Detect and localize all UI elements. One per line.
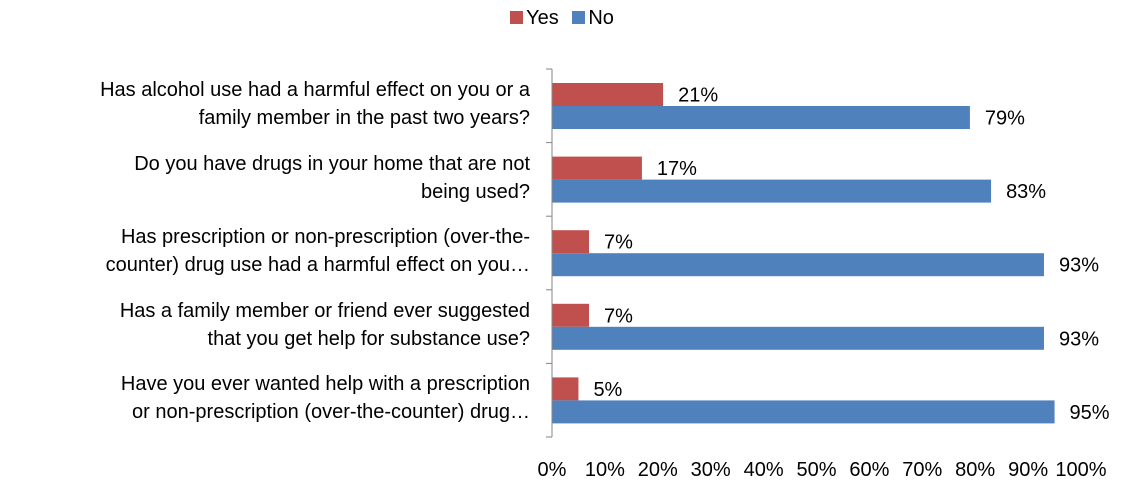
x-tick-label-9: 90%	[1008, 459, 1048, 481]
legend-item-no: No	[572, 5, 614, 31]
category-label-line: Has alcohol use had a harmful effect on …	[100, 79, 530, 101]
category-label-1: Do you have drugs in your home that are …	[0, 150, 530, 206]
legend-label-no: No	[588, 7, 614, 29]
category-label-line: Have you ever wanted help with a prescri…	[120, 373, 530, 396]
data-label-no-3: 93%	[1059, 328, 1099, 350]
bar-no-1	[552, 179, 992, 203]
x-tick-label-0: 0%	[538, 459, 567, 481]
category-label-line: Has a family member or friend ever sugge…	[119, 299, 530, 322]
bar-no-0	[552, 106, 970, 129]
bar-no-3	[552, 326, 1044, 350]
category-label-line: Do you have drugs in your home that are …	[134, 152, 530, 175]
category-label-line: or non-prescription (over-the-counter) d…	[132, 401, 530, 424]
data-label-no-2: 93%	[1059, 255, 1099, 277]
data-label-yes-3: 7%	[604, 305, 633, 327]
data-label-no-4: 95%	[1070, 402, 1110, 424]
category-label-line: Has prescription or non-prescription (ov…	[120, 226, 530, 249]
x-tick-label-10: 100%	[1055, 459, 1106, 481]
bar-yes-3	[552, 303, 590, 327]
x-tick-label-2: 20%	[638, 459, 678, 481]
bar-yes-4	[552, 377, 579, 401]
legend-swatch-no	[572, 11, 586, 24]
data-label-yes-0: 21%	[678, 85, 718, 107]
x-tick-label-3: 30%	[691, 459, 731, 481]
x-tick-label-6: 60%	[849, 459, 889, 481]
x-tick-label-7: 70%	[902, 459, 942, 481]
category-label-4: Have you ever wanted help with a prescri…	[0, 370, 530, 426]
x-tick-label-8: 80%	[955, 459, 995, 481]
bar-yes-1	[552, 156, 642, 180]
category-label-line: counter) drug use had a harmful effect o…	[105, 254, 530, 277]
legend-item-yes: Yes	[510, 5, 559, 31]
category-label-3: Has a family member or friend ever sugge…	[0, 297, 530, 353]
legend-swatch-yes	[510, 11, 524, 24]
bar-no-4	[552, 400, 1055, 424]
bar-no-2	[552, 253, 1044, 277]
bar-yes-0	[552, 83, 664, 106]
data-label-yes-4: 5%	[593, 379, 622, 401]
data-label-yes-1: 17%	[657, 158, 697, 180]
x-tick-label-4: 40%	[744, 459, 784, 481]
legend: Yes No	[0, 5, 1124, 31]
x-tick-label-1: 10%	[585, 459, 625, 481]
category-label-line: that you get help for substance use?	[207, 327, 530, 350]
bar-yes-2	[552, 230, 590, 254]
data-label-no-0: 79%	[985, 108, 1025, 130]
category-label-0: Has alcohol use had a harmful effect on …	[0, 76, 530, 132]
legend-label-yes: Yes	[526, 7, 559, 29]
x-tick-label-5: 50%	[796, 459, 836, 481]
category-label-2: Has prescription or non-prescription (ov…	[0, 223, 530, 279]
data-label-yes-2: 7%	[604, 232, 633, 254]
data-label-no-1: 83%	[1006, 181, 1046, 203]
category-label-line: being used?	[421, 180, 530, 203]
category-label-line: family member in the past two years?	[198, 107, 530, 129]
